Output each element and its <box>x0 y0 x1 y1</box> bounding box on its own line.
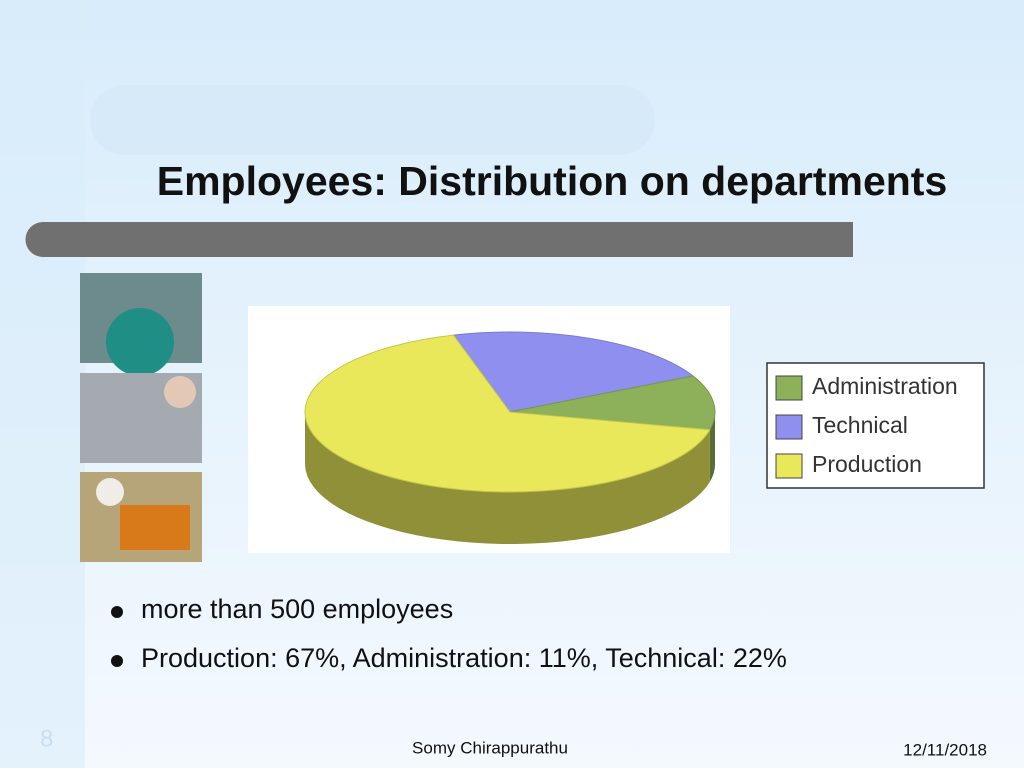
pie-side <box>709 412 715 482</box>
photo-detail <box>96 478 124 506</box>
title-bar <box>25 222 853 257</box>
legend-label: Administration <box>812 373 958 399</box>
date: 12/11/2018 <box>903 740 987 759</box>
side-band <box>0 0 85 768</box>
legend-swatch <box>775 375 803 401</box>
slide-title: Employees: Distribution on departments <box>157 158 948 204</box>
slide-number: 8 <box>40 725 53 752</box>
photo-detail <box>164 376 196 408</box>
bullet: Production: 67%, Administration: 11%, Te… <box>141 643 787 673</box>
title-glow <box>90 85 655 155</box>
photo-detail <box>106 308 174 376</box>
legend <box>766 362 985 489</box>
footer: Somy Chirappurathu <box>412 738 568 757</box>
legend-items: Administration Technical Production <box>775 373 958 479</box>
bullet-dot <box>111 606 123 618</box>
pie-slice <box>452 331 695 413</box>
bullet: more than 500 employees <box>141 594 453 624</box>
legend-swatch <box>775 453 803 479</box>
legend-swatch <box>775 414 803 440</box>
pie-side <box>305 412 710 544</box>
pie-slice <box>304 334 711 493</box>
pie <box>304 331 716 544</box>
bullet-dot <box>111 655 123 667</box>
photo-detail <box>120 505 190 550</box>
legend-label: Production <box>812 451 922 477</box>
legend-label: Technical <box>812 412 908 438</box>
